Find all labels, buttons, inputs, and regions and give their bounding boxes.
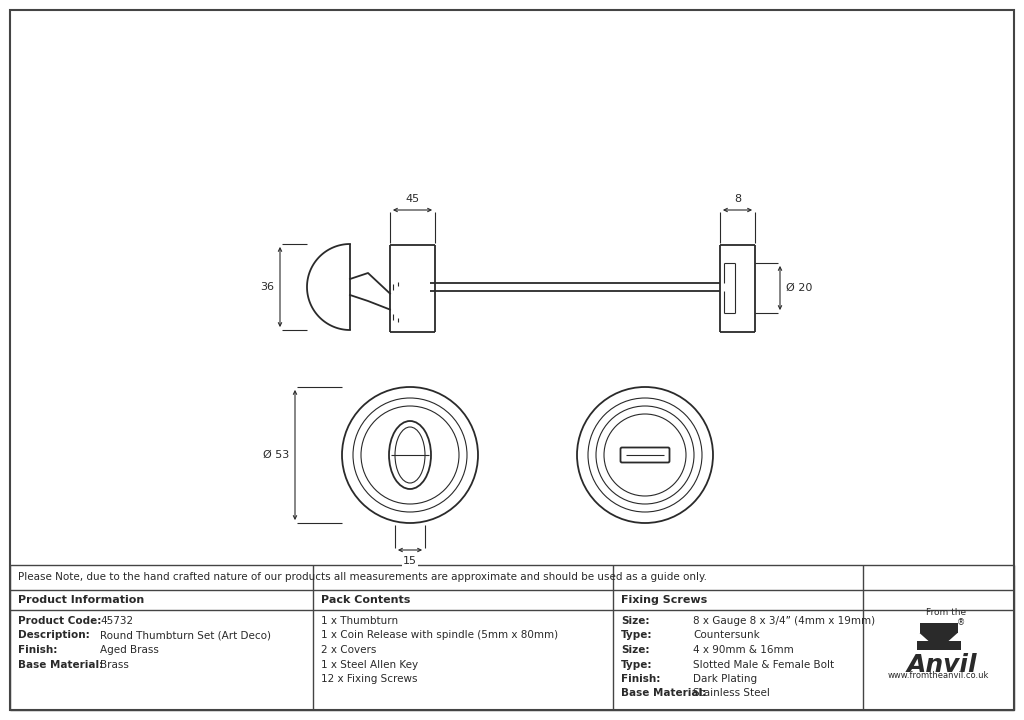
Text: Ø 53: Ø 53: [263, 450, 289, 460]
Text: 8: 8: [734, 194, 741, 204]
Text: 1 x Coin Release with spindle (5mm x 80mm): 1 x Coin Release with spindle (5mm x 80m…: [321, 631, 558, 641]
Text: Finish:: Finish:: [621, 674, 660, 684]
Text: 15: 15: [403, 556, 417, 566]
Text: ®: ®: [957, 618, 966, 628]
Text: 1 x Steel Allen Key: 1 x Steel Allen Key: [321, 660, 418, 670]
Text: Stainless Steel: Stainless Steel: [693, 688, 770, 698]
Text: Base Material:: Base Material:: [18, 660, 103, 670]
Text: Round Thumbturn Set (Art Deco): Round Thumbturn Set (Art Deco): [100, 631, 271, 641]
Text: Dark Plating: Dark Plating: [693, 674, 757, 684]
Bar: [916, 641, 961, 650]
Text: Please Note, due to the hand crafted nature of our products all measurements are: Please Note, due to the hand crafted nat…: [18, 572, 707, 582]
Text: Slotted Male & Female Bolt: Slotted Male & Female Bolt: [693, 660, 835, 670]
Text: Size:: Size:: [621, 616, 649, 626]
Text: Description:: Description:: [18, 631, 90, 641]
Text: Base Material:: Base Material:: [621, 688, 707, 698]
Text: Countersunk: Countersunk: [693, 631, 760, 641]
Text: 8 x Gauge 8 x 3/4” (4mm x 19mm): 8 x Gauge 8 x 3/4” (4mm x 19mm): [693, 616, 876, 626]
Text: Anvil: Anvil: [906, 653, 977, 677]
Text: Product Code:: Product Code:: [18, 616, 101, 626]
Polygon shape: [920, 633, 957, 641]
Text: Fixing Screws: Fixing Screws: [621, 595, 708, 605]
Text: Pack Contents: Pack Contents: [321, 595, 411, 605]
Text: Brass: Brass: [100, 660, 129, 670]
Text: www.fromtheanvil.co.uk: www.fromtheanvil.co.uk: [888, 671, 989, 680]
Text: 45: 45: [406, 194, 420, 204]
Bar: [920, 623, 957, 633]
Text: Type:: Type:: [621, 660, 652, 670]
Text: Size:: Size:: [621, 645, 649, 655]
Text: Finish:: Finish:: [18, 645, 57, 655]
Text: 2 x Covers: 2 x Covers: [321, 645, 377, 655]
Text: Aged Brass: Aged Brass: [100, 645, 159, 655]
Text: 1 x Thumbturn: 1 x Thumbturn: [321, 616, 398, 626]
Text: 36: 36: [260, 282, 274, 292]
Text: Ø 20: Ø 20: [786, 283, 812, 293]
Text: 45732: 45732: [100, 616, 133, 626]
Text: 12 x Fixing Screws: 12 x Fixing Screws: [321, 674, 418, 684]
Text: Type:: Type:: [621, 631, 652, 641]
Text: From the: From the: [927, 608, 967, 617]
Text: Product Information: Product Information: [18, 595, 144, 605]
Text: 4 x 90mm & 16mm: 4 x 90mm & 16mm: [693, 645, 794, 655]
